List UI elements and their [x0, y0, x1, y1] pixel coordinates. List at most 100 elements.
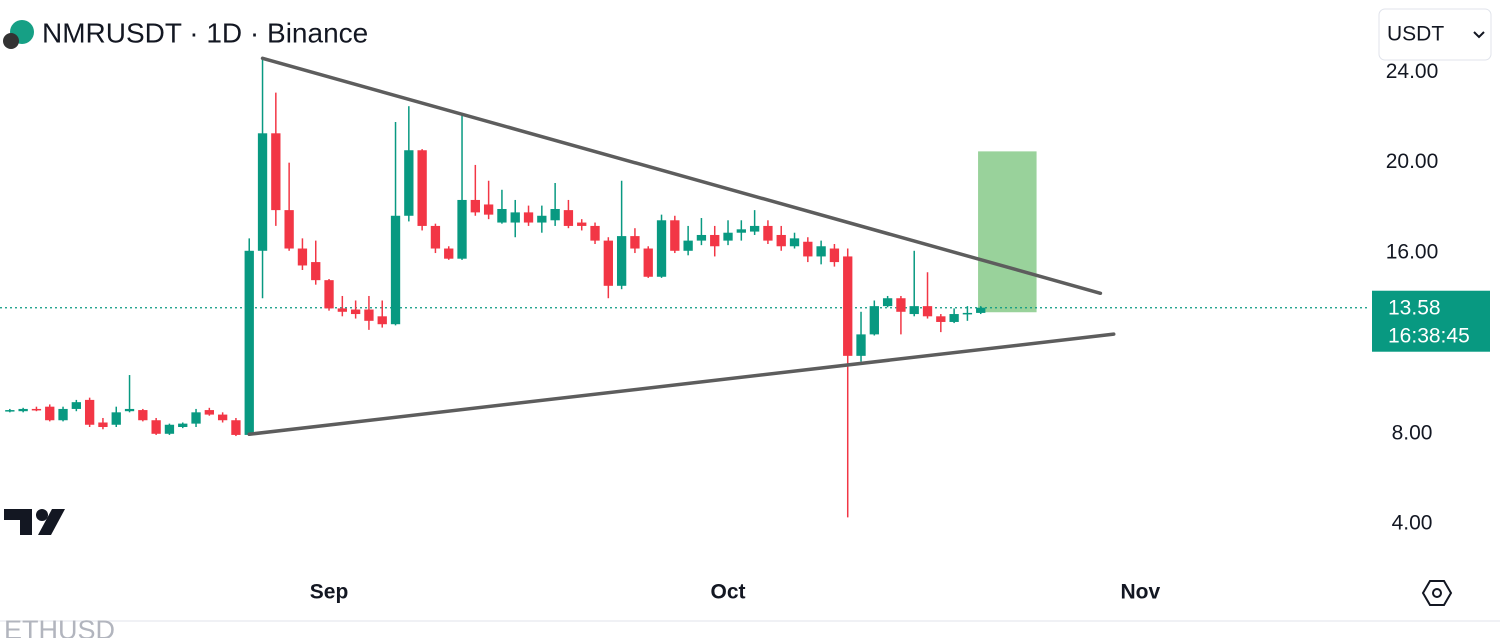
target-zone: [978, 151, 1037, 313]
countdown-label: 16:38:45: [1388, 324, 1470, 347]
y-tick-label: 8.00: [1392, 421, 1433, 444]
candle-body: [483, 204, 494, 215]
candle-body: [922, 306, 933, 317]
candle-body: [284, 210, 294, 249]
candle-body: [789, 238, 800, 247]
candle-body: [563, 210, 574, 226]
dropdown-chevron[interactable]: [1473, 31, 1485, 39]
last-price-box: [1372, 290, 1490, 352]
candle-body: [257, 133, 268, 251]
candle-body: [590, 225, 600, 241]
candle-body: [962, 312, 973, 315]
last-price-label: 13.58: [1388, 296, 1441, 319]
candle-body: [643, 248, 653, 277]
candle-body: [231, 420, 241, 435]
logo-part: [38, 509, 65, 535]
logo-part: [36, 509, 48, 521]
candle-body: [444, 248, 454, 259]
candle-body: [670, 220, 680, 251]
candle-body: [470, 199, 480, 213]
candle-body: [5, 410, 15, 412]
x-tick-label: Nov: [1120, 581, 1160, 604]
candle-body: [350, 309, 361, 315]
symbol-icon: [3, 20, 34, 49]
candle-body: [537, 215, 547, 223]
candle-body: [417, 150, 427, 226]
candle-body: [829, 248, 840, 263]
candle-body: [550, 208, 560, 221]
candle-body: [603, 240, 613, 286]
candle-body: [457, 199, 467, 259]
candle-body: [164, 424, 175, 434]
y-tick-label: 16.00: [1386, 241, 1439, 264]
settings-button[interactable]: [1421, 580, 1453, 606]
candles: [5, 58, 986, 518]
candle-body: [337, 308, 347, 312]
candle-body: [763, 225, 773, 241]
candle-body: [749, 225, 760, 232]
candle-body: [311, 262, 321, 281]
candle-body: [497, 208, 507, 223]
candle-body: [151, 420, 161, 434]
x-tick-label: Oct: [711, 581, 746, 604]
dropdown-label[interactable]: USDT: [1387, 23, 1444, 46]
dropdown-box[interactable]: [1378, 8, 1492, 61]
trendline: [260, 56, 1103, 296]
candle-body: [84, 399, 95, 425]
candle-body: [909, 306, 919, 315]
candle-body: [856, 334, 866, 356]
candle-body: [364, 309, 374, 321]
currency-dropdown[interactable]: USDT: [1378, 8, 1492, 61]
y-tick-label: 4.00: [1392, 512, 1433, 535]
logo-part: [4, 509, 32, 535]
candle-body: [843, 256, 853, 356]
settings-hexagon[interactable]: [1421, 580, 1453, 606]
candle-body: [297, 248, 308, 266]
candle-body: [736, 229, 746, 233]
candle-body: [723, 232, 733, 241]
x-tick-label: Sep: [310, 581, 349, 604]
candle-body: [976, 307, 986, 313]
candle-body: [616, 236, 627, 286]
candle-body: [204, 410, 214, 415]
candle-body: [324, 280, 334, 309]
icon-dot: [3, 33, 19, 49]
candle-body: [430, 225, 441, 249]
settings-dot[interactable]: [1432, 588, 1442, 598]
candle-body: [816, 246, 826, 257]
candle-body: [510, 212, 520, 223]
candle-body: [882, 298, 893, 307]
candle-body: [869, 306, 879, 335]
candle-body: [271, 133, 281, 211]
trendline: [247, 332, 1116, 436]
candle-body: [577, 222, 587, 226]
candle-body: [124, 408, 135, 412]
candle-body: [217, 414, 228, 421]
candle-body: [71, 402, 81, 409]
candle-body: [523, 212, 534, 223]
candle-body: [630, 236, 640, 249]
candle-body: [178, 423, 188, 428]
candle-body: [244, 250, 254, 435]
candle-body: [949, 314, 959, 322]
candle-body: [111, 412, 121, 425]
candle-body: [18, 408, 28, 412]
candle-body: [803, 241, 813, 257]
candle-body: [58, 408, 68, 421]
candle-body: [710, 234, 720, 247]
candle-body: [404, 150, 414, 216]
y-tick-label: 24.00: [1386, 60, 1439, 83]
candle-body: [776, 234, 786, 247]
tv-logo: [4, 509, 65, 535]
candle-body: [191, 412, 201, 424]
candle-body: [656, 220, 667, 277]
candle-body: [98, 422, 108, 428]
y-tick-label: 20.00: [1386, 150, 1439, 173]
candle-body: [138, 410, 148, 421]
candle-body: [683, 240, 693, 251]
candle-body: [696, 234, 707, 241]
candle-body: [936, 316, 946, 322]
chart-title: NMRUSDT · 1D · Binance: [42, 17, 368, 48]
